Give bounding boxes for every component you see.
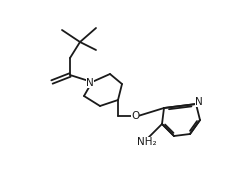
Text: O: O [131, 111, 139, 121]
Text: NH₂: NH₂ [137, 137, 157, 147]
Text: N: N [86, 78, 94, 88]
Text: N: N [195, 97, 203, 107]
